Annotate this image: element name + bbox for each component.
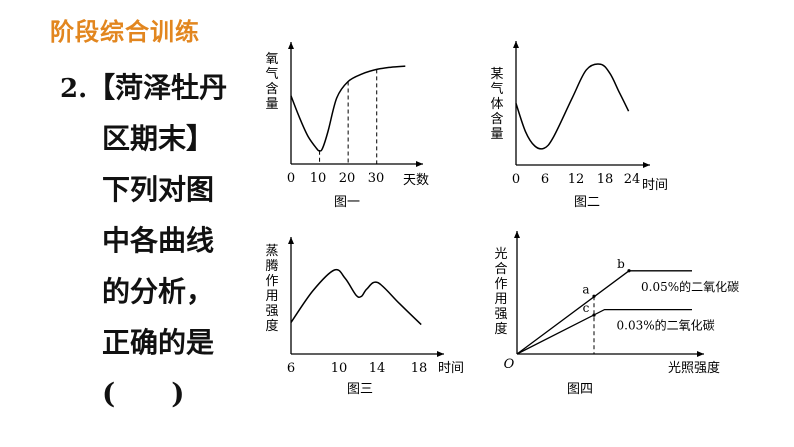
x-tick-label: 10 <box>331 361 348 376</box>
chart-title: 图三 <box>347 382 373 397</box>
x-tick-label: 6 <box>541 172 549 187</box>
question-source: 【菏泽牡丹 <box>87 71 228 104</box>
x-tick-label: 18 <box>411 361 428 376</box>
y-axis-label: 用 <box>265 289 278 304</box>
x-tick-label: 0 <box>287 171 295 186</box>
x-tick-label: 10 <box>310 171 327 186</box>
series-line <box>516 308 692 355</box>
y-axis-label: 光 <box>494 247 507 262</box>
series-label: 0.03%的二氧化碳 <box>617 318 715 333</box>
question-number: 2. <box>60 74 88 104</box>
y-axis-label: 用 <box>494 292 507 307</box>
question-line: 2.【菏泽牡丹 <box>60 62 235 113</box>
y-axis-label: 合 <box>494 262 507 277</box>
x-tick-label: 14 <box>369 361 386 376</box>
origin-label: O <box>504 357 515 372</box>
y-axis-label: 氧 <box>265 52 278 67</box>
section-title: 阶段综合训练 <box>50 18 200 46</box>
data-curve <box>290 268 422 326</box>
x-tick-label: 20 <box>339 171 356 186</box>
x-axis-label: 时间 <box>438 361 464 376</box>
y-axis-label: 气 <box>265 66 278 82</box>
y-axis-label: 量 <box>490 127 503 142</box>
point-label: b <box>617 257 625 271</box>
question-line: 的分析， <box>102 275 215 308</box>
y-axis-label: 量 <box>265 97 278 112</box>
y-axis-label: 作 <box>494 277 507 292</box>
y-axis-label: 含 <box>490 111 503 127</box>
y-axis-label: 强 <box>265 304 278 319</box>
y-axis-label: 强 <box>494 307 507 322</box>
y-axis-label: 气 <box>490 81 503 97</box>
chart-title: 图一 <box>334 195 360 210</box>
y-axis-label: 作 <box>265 274 278 289</box>
y-axis-label: 体 <box>490 97 503 112</box>
point-label: c <box>583 301 590 315</box>
y-axis-label: 含 <box>265 81 278 97</box>
x-axis-label: 光照强度 <box>668 360 720 376</box>
question-line: 下列对图 <box>102 173 215 206</box>
x-axis-label: 天数 <box>403 173 429 188</box>
point-marker <box>627 269 631 273</box>
question-line: 中各曲线 <box>102 224 215 257</box>
y-axis-label: 腾 <box>265 258 278 274</box>
answer-blank: ( ) <box>102 377 185 410</box>
point-marker <box>592 313 596 317</box>
x-tick-label: 30 <box>368 171 385 186</box>
x-tick-label: 6 <box>287 361 295 376</box>
x-tick-label: 0 <box>512 172 520 187</box>
question-text: 2.【菏泽牡丹 区期末】 下列对图 中各曲线 的分析， 正确的是 ( ) <box>60 62 235 419</box>
point-marker <box>592 294 596 298</box>
y-axis-label: 某 <box>490 67 503 82</box>
chart-title: 图四 <box>567 382 593 397</box>
point-label: a <box>582 282 589 296</box>
y-axis-label: 度 <box>494 321 507 337</box>
series-label: 0.05%的二氧化碳 <box>641 279 739 294</box>
question-line: 正确的是 <box>102 326 215 359</box>
question-line: 区期末】 <box>102 122 215 155</box>
x-tick-label: 18 <box>597 172 614 187</box>
chart-title: 图二 <box>574 195 600 210</box>
x-tick-label: 12 <box>568 172 585 187</box>
y-axis-label: 蒸 <box>265 244 278 259</box>
y-axis-label: 度 <box>265 318 278 334</box>
data-curve <box>515 63 630 150</box>
x-axis-label: 时间 <box>642 178 668 193</box>
x-tick-label: 24 <box>624 172 641 187</box>
